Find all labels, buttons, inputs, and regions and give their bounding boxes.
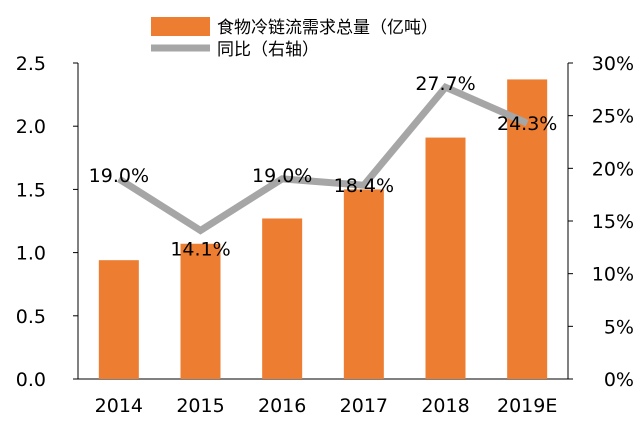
legend-bar-label: 食物冷链流需求总量（亿吨） [217,18,438,38]
bar [344,189,384,379]
data-label: 18.4% [334,175,394,197]
right-axis-tick-label: 0% [604,369,634,391]
data-label: 14.1% [170,238,230,260]
right-axis-tick-label: 20% [592,158,634,180]
x-axis-tick-label: 2014 [95,395,143,417]
left-axis-tick-label: 1.5 [16,179,46,201]
bar-series [99,79,547,379]
legend-line-label: 同比（右轴） [217,40,319,60]
line-series [119,87,528,230]
right-axis-tick-label: 15% [592,211,634,233]
left-axis-tick-label: 1.0 [16,243,46,265]
left-axis-tick-label: 0.5 [16,306,46,328]
bar [426,138,466,379]
data-label: 19.0% [252,165,312,187]
x-axis-tick-label: 2019E [497,395,557,417]
right-axis-tick-label: 25% [592,106,634,128]
left-axis-tick-label: 2.5 [16,53,46,75]
right-axis-tick-label: 30% [592,53,634,75]
x-axis-tick-label: 2016 [258,395,306,417]
bar [262,218,302,379]
yoy-line [119,87,527,230]
data-label: 19.0% [89,165,149,187]
data-label: 24.3% [497,113,557,135]
legend-bar-swatch [151,17,210,36]
x-axis-tick-label: 2017 [340,395,388,417]
legend: 食物冷链流需求总量（亿吨） 同比（右轴） [151,17,438,60]
right-axis-tick-label: 5% [604,316,634,338]
data-labels: 19.0% 14.1% 19.0% 18.4% 27.7% 24.3% [89,73,558,260]
left-axis-tick-label: 0.0 [16,369,46,391]
data-label: 27.7% [415,73,475,95]
bar [99,260,139,379]
x-axis-tick-label: 2015 [176,395,224,417]
left-axis-tick-label: 2.0 [16,116,46,138]
bar [181,244,221,379]
x-axis-tick-label: 2018 [421,395,469,417]
right-axis-tick-label: 10% [592,264,634,286]
